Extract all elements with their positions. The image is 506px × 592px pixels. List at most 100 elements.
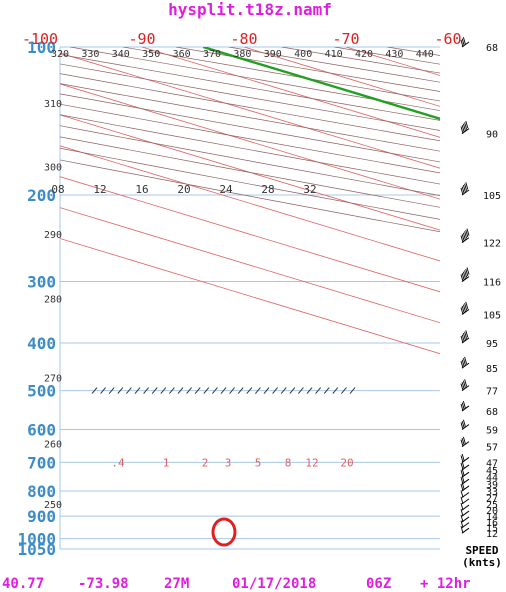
wind-barb-feather [461,273,465,281]
wind-barb-feather [462,271,466,279]
dry-adiabat-230 [60,159,440,233]
mixing-label-700: 3 [225,456,232,469]
pressure-label-200: 200 [27,186,56,205]
wind-barb-feather [462,401,466,409]
wind-barb-feather [462,185,466,193]
wind-barbs: 68 90 105 122 116 105 95 85 77 68 59 57 474544393327… [460,37,501,540]
tropopause-hatch [100,387,106,394]
wind-barb-feather [460,335,464,344]
tropopause-hatch [220,387,227,394]
pressure-label-800: 800 [27,482,56,501]
theta-top-label: 370 [203,49,221,60]
wind-barb-feather [465,330,469,338]
tropopause-hatch [341,387,347,394]
tropopause-hatch [255,387,261,394]
mixing-label-200: 08 [51,183,64,196]
pressure-label-100: 100 [27,38,56,57]
tropopause-hatch [298,387,304,394]
mixing-label-700: .4 [111,456,125,469]
wind-barb-feather [460,502,464,511]
pressure-label-500: 500 [27,382,56,401]
wind-barb-feather [460,520,464,528]
theta-side-label: 290 [44,230,62,241]
tropopause-hatch [332,387,339,394]
wind-speed-label: 33 [486,487,498,498]
wind-barb-feather [460,39,464,48]
wind-barb-feather [460,383,464,391]
tropopause-hatch [177,387,184,394]
isotherm--100 [60,52,440,169]
mixing-label-200: 12 [93,183,106,196]
wind-speed-label-line2: (knts) [462,556,502,569]
wind-barb-feather [462,419,466,427]
wind-barb-feather [461,38,465,46]
wind-barb-feather [460,274,464,282]
theta-top-label: 340 [112,49,130,60]
wind-speed-label: 44 [486,473,498,484]
wind-barb-feather [462,380,466,388]
tropopause-hatch [91,387,98,394]
tropopause-hatch [212,387,218,394]
wind-barb-feather [461,125,465,133]
dry-adiabat-370 [228,47,440,83]
pressure-label-900: 900 [27,507,56,526]
tropopause-marker [91,387,356,394]
dry-adiabat-260 [60,125,440,196]
tropopause-hatch [306,387,313,394]
wind-barb-feather [460,235,464,243]
theta-top-label: 420 [355,49,373,60]
wind-barb-feather [461,305,465,314]
tropopause-hatch [186,387,192,394]
isotherm-label: -80 [230,30,257,48]
wind-speed-label: 20 [486,506,498,517]
mixing-label-700: 1 [163,456,170,469]
wind-speed-label: 45 [486,466,498,477]
isotherm-label: -90 [128,30,155,48]
wind-barb-feather [464,379,468,387]
footer-forecast: + 12hr [420,576,471,592]
theta-top-label: 430 [385,49,403,60]
wind-speed-label: 57 [486,443,498,454]
tropopause-hatch [237,387,244,394]
wind-barb-feather [460,508,464,517]
wind-barb-feather [466,228,470,236]
temperature-profile [499,47,506,539]
theta-top-label: 330 [81,49,99,60]
wind-barb-feather [460,439,464,447]
wind-barb-feather [461,186,465,194]
wind-barb-feather [464,231,468,239]
isotherm--140 [60,176,440,293]
pressure-label-400: 400 [27,334,56,353]
dry-adiabat-300 [60,83,440,152]
wind-barb-feather [460,490,464,498]
dry-adiabat-320 [60,63,440,131]
wind-barb-feather [460,403,464,412]
wind-barb-feather [465,301,469,309]
wind-barb-feather [461,382,465,390]
isotherm--120 [60,114,440,231]
tropopause-hatch [117,387,124,394]
theta-side-label: 310 [44,99,62,110]
theta-top-label: 410 [325,49,343,60]
tropopause-hatch [349,387,356,394]
wind-barb-feather [461,475,465,483]
wind-speed-label: 39 [486,480,498,491]
dry-adiabat-290 [60,93,440,163]
wind-barb-feather [461,468,465,476]
wind-barb-feather [460,360,464,369]
dewpoint-profile [202,47,440,121]
wind-barb-feather [465,120,469,129]
tropopause-hatch [151,387,158,394]
wind-speed-label: 14 [486,512,498,523]
footer-lat: 40.77 [2,576,44,592]
mixing-label-700: 2 [202,456,209,469]
wind-barb-feather [464,122,468,130]
wind-barb-feather [460,126,464,134]
theta-top-label: 350 [142,49,160,60]
wind-barb-feather [461,402,465,410]
pressure-label-1000: 1000 [17,530,56,549]
footer-elev: 27M [164,576,189,592]
mixing-label-700: 5 [255,456,262,469]
isotherm--90 [141,47,440,138]
